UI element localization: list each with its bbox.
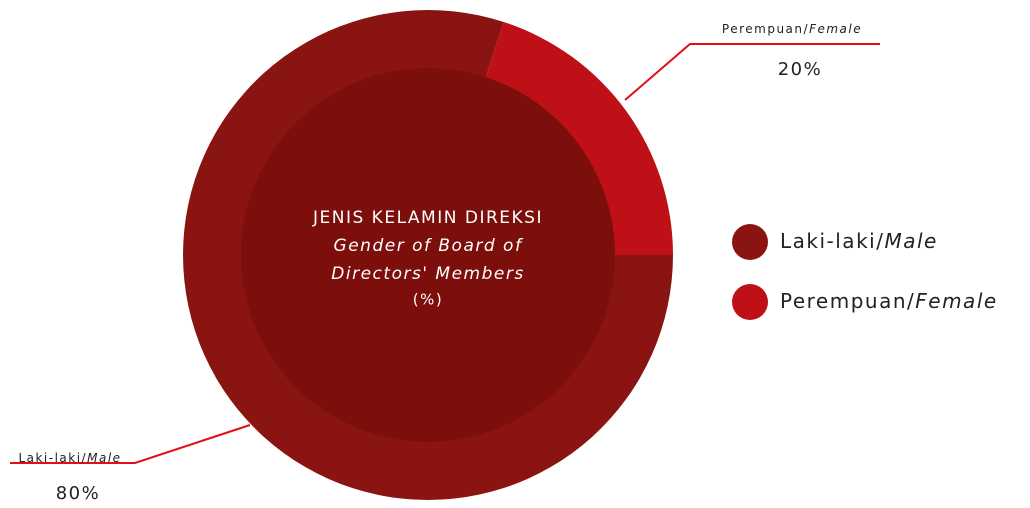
label-english: Female <box>915 289 997 313</box>
label-english: Male <box>884 229 937 253</box>
legend-swatch <box>732 284 768 320</box>
chart-subtitle: Gender of Board of <box>334 236 524 256</box>
legend-label: Perempuan/Female <box>780 289 998 313</box>
label-english: Female <box>809 22 862 36</box>
label-local: Perempuan/ <box>780 289 915 313</box>
label-english: Male <box>87 451 121 465</box>
leader-line <box>624 43 880 101</box>
leader-line <box>10 424 251 464</box>
value-label: 20% <box>778 59 823 80</box>
label-local: Laki-laki/ <box>780 229 884 253</box>
slice-label: Laki-laki/Male <box>18 451 121 465</box>
value-label: 80% <box>56 483 101 504</box>
label-local: Laki-laki/ <box>18 451 87 465</box>
label-local: Perempuan/ <box>722 22 809 36</box>
donut-hole <box>241 68 615 442</box>
chart-subtitle: Directors' Members <box>331 264 524 284</box>
legend-label: Laki-laki/Male <box>780 229 938 253</box>
unit-label: (%) <box>413 291 443 309</box>
slice-label: Perempuan/Female <box>722 22 862 36</box>
chart-title: JENIS KELAMIN DIREKSI <box>312 208 543 228</box>
legend-swatch <box>732 224 768 260</box>
